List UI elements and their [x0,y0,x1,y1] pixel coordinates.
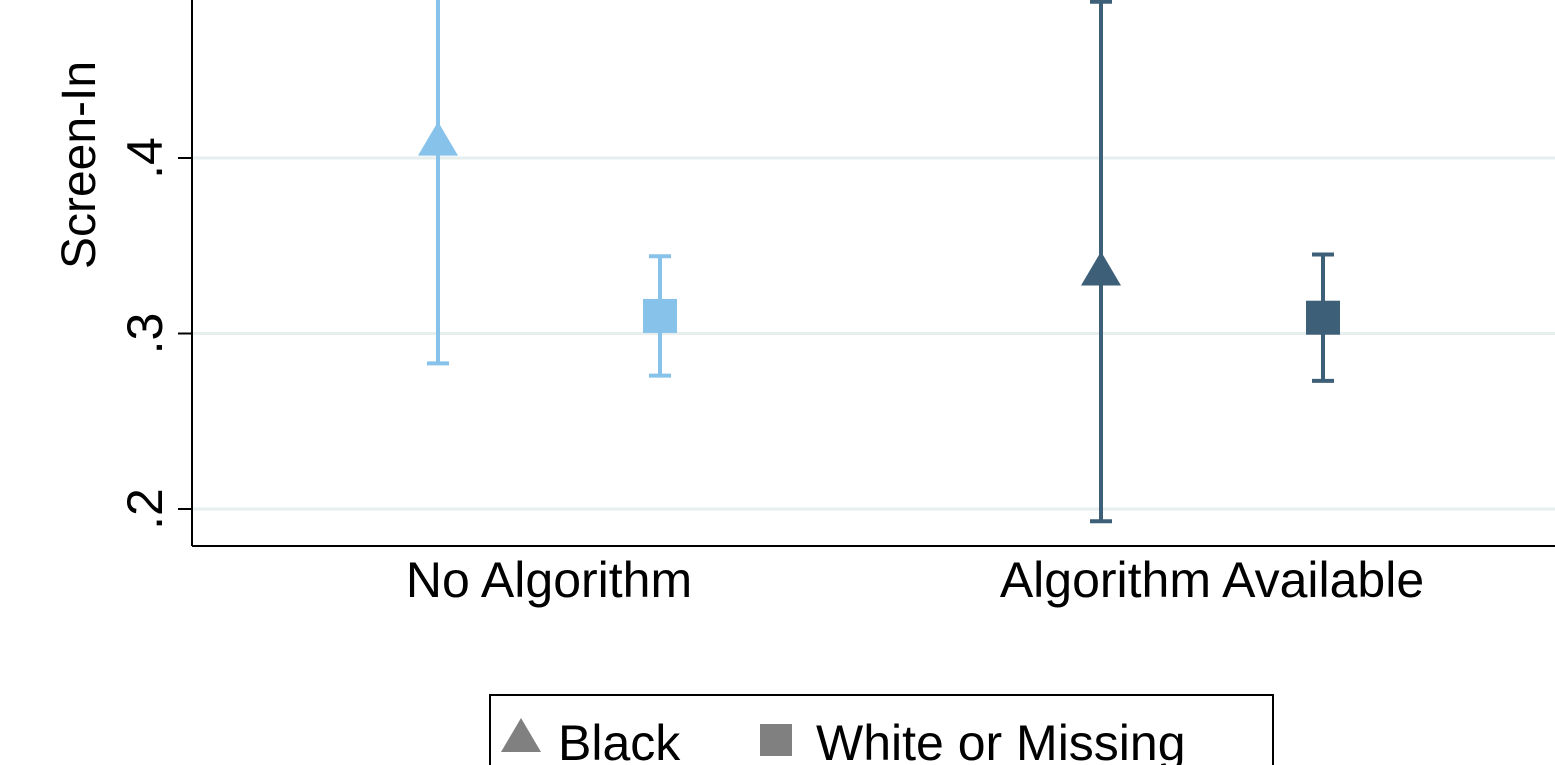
y-tick-label-1: .3 [117,313,173,355]
point-white-0 [643,298,677,333]
y-tick-label-2: .4 [117,137,173,179]
plot-marks [418,0,1340,524]
point-black-1 [1081,251,1121,286]
legend-square-icon [760,724,792,756]
x-tick-label-0: No Algorithm [406,552,692,608]
legend-box [489,694,1274,765]
y-tick-label-0: .2 [117,488,173,530]
legend: Black White or Missing [489,694,1274,765]
grid-lines [192,156,1555,511]
y-ticks: .2 .3 .4 [117,137,192,530]
legend-label-white-or-missing: White or Missing [816,715,1186,765]
point-black-0 [418,121,458,156]
point-white-1 [1306,300,1340,335]
y-axis-title: Screen-In [53,61,106,269]
legend-triangle-icon [501,718,541,752]
x-tick-labels: No Algorithm Algorithm Available [406,552,1424,608]
legend-label-black: Black [558,715,681,765]
x-tick-label-1: Algorithm Available [1000,552,1424,608]
